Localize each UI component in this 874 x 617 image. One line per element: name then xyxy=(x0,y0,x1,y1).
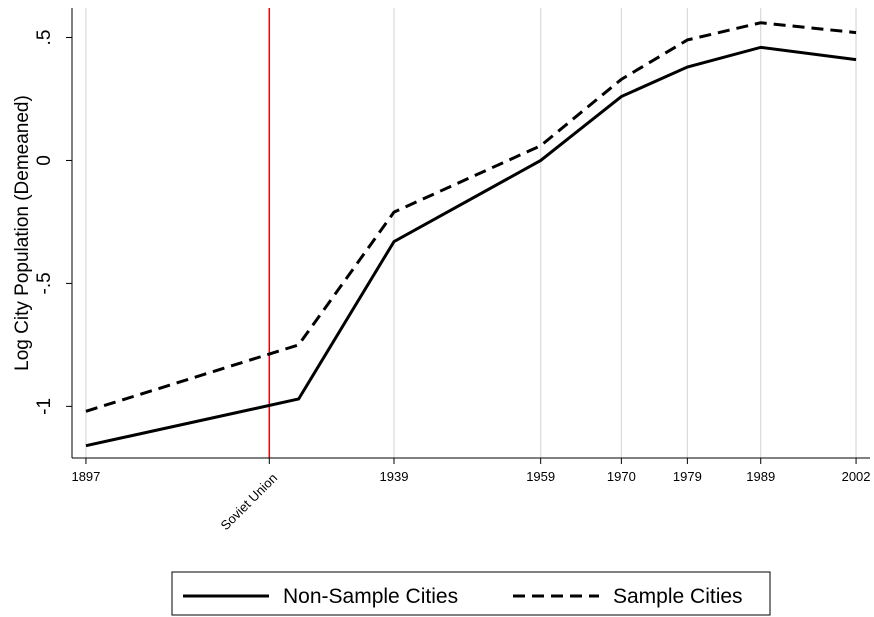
legend-label: Sample Cities xyxy=(613,585,743,608)
x-tick-label: 1959 xyxy=(526,469,555,484)
series-line xyxy=(85,45,857,448)
series-line xyxy=(85,21,857,413)
y-tick-label: 0 xyxy=(34,155,55,166)
y-tick-label: .5 xyxy=(34,30,55,46)
x-tick-label: 1897 xyxy=(71,469,100,484)
y-tick-label: -1 xyxy=(34,398,55,415)
y-axis-label: Log City Population (Demeaned) xyxy=(12,95,33,371)
x-tick-label: 2002 xyxy=(842,469,871,484)
x-tick-label: 1979 xyxy=(673,469,702,484)
legend-box xyxy=(171,571,771,616)
x-tick-label: 1989 xyxy=(746,469,775,484)
x-tick-label: 1970 xyxy=(607,469,636,484)
y-tick-label: -.5 xyxy=(34,272,55,294)
x-tick-label: 1939 xyxy=(380,469,409,484)
legend-label: Non-Sample Cities xyxy=(283,585,458,608)
x-tick-label: Soviet Union xyxy=(217,470,280,533)
